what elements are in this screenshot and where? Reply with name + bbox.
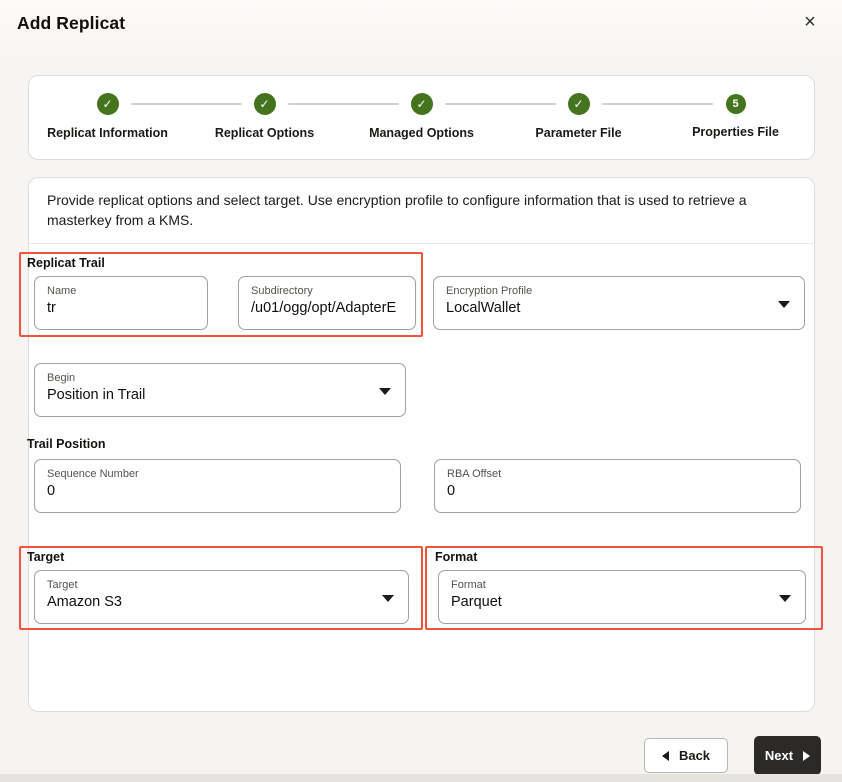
sequence-number-field[interactable]: Sequence Number 0 — [34, 459, 401, 513]
encryption-profile-select[interactable]: Encryption Profile LocalWallet — [433, 276, 805, 330]
field-label: Target — [47, 579, 78, 591]
chevron-down-icon — [382, 595, 394, 602]
field-value: Parquet — [451, 594, 502, 611]
form-panel: Provide replicat options and select targ… — [19, 177, 823, 712]
step-replicat-information[interactable]: ✓ Replicat Information — [29, 93, 186, 140]
step-connector — [287, 103, 399, 105]
field-value: 0 — [47, 483, 56, 500]
section-label-target: Target — [27, 550, 65, 564]
step-label: Properties File — [692, 125, 779, 139]
step-label: Managed Options — [369, 126, 474, 140]
step-connector — [444, 103, 556, 105]
stepper-track: ✓ Replicat Information ✓ Replicat Option… — [29, 76, 814, 159]
chevron-down-icon — [778, 301, 790, 308]
section-label-format: Format — [435, 550, 478, 564]
divider — [29, 243, 814, 244]
back-button[interactable]: Back — [644, 738, 728, 773]
page-title: Add Replicat — [17, 13, 126, 33]
subdirectory-field[interactable]: Subdirectory /u01/ogg/opt/AdapterE — [238, 276, 416, 330]
step-complete-check-icon: ✓ — [96, 93, 119, 115]
step-label: Replicat Options — [214, 126, 315, 140]
field-label: Subdirectory — [251, 285, 313, 297]
field-value: Amazon S3 — [47, 594, 122, 611]
step-replicat-options[interactable]: ✓ Replicat Options — [186, 93, 343, 140]
field-value: Position in Trail — [47, 387, 146, 404]
step-label: Parameter File — [535, 126, 622, 140]
chevron-down-icon — [379, 388, 391, 395]
next-button-label: Next — [764, 748, 794, 763]
field-label: Sequence Number — [47, 468, 139, 480]
close-icon[interactable]: × — [804, 10, 816, 33]
step-complete-check-icon: ✓ — [567, 93, 590, 115]
field-label: Begin — [47, 372, 76, 384]
next-button[interactable]: Next — [754, 736, 821, 775]
name-field[interactable]: Name tr — [34, 276, 208, 330]
field-value: 0 — [447, 483, 456, 500]
step-connector — [601, 103, 713, 105]
rba-offset-field[interactable]: RBA Offset 0 — [434, 459, 801, 513]
field-value: tr — [47, 300, 56, 317]
field-value: LocalWallet — [446, 300, 521, 317]
field-value: /u01/ogg/opt/AdapterE — [251, 300, 397, 317]
target-select[interactable]: Target Amazon S3 — [34, 570, 409, 624]
section-label-replicat-trail: Replicat Trail — [27, 256, 105, 270]
step-label: Replicat Information — [47, 126, 168, 140]
back-button-label: Back — [678, 748, 711, 763]
wizard-stepper: ✓ Replicat Information ✓ Replicat Option… — [28, 75, 815, 160]
back-arrow-icon — [661, 750, 669, 761]
field-label: Format — [451, 579, 486, 591]
field-label: Name — [47, 285, 77, 297]
begin-select[interactable]: Begin Position in Trail — [34, 363, 406, 417]
next-arrow-icon — [803, 750, 811, 761]
step-description: Provide replicat options and select targ… — [47, 192, 747, 229]
step-parameter-file[interactable]: ✓ Parameter File — [500, 93, 657, 140]
step-connector — [130, 103, 242, 105]
step-complete-check-icon: ✓ — [253, 93, 276, 115]
step-properties-file[interactable]: 5 Properties File — [657, 93, 814, 139]
field-label: RBA Offset — [447, 468, 502, 480]
step-complete-check-icon: ✓ — [410, 93, 433, 115]
step-managed-options[interactable]: ✓ Managed Options — [343, 93, 500, 140]
section-label-trail-position: Trail Position — [27, 437, 106, 451]
format-select[interactable]: Format Parquet — [438, 570, 806, 624]
step-current-number: 5 — [725, 94, 746, 114]
bottom-strip — [0, 774, 842, 782]
chevron-down-icon — [779, 595, 791, 602]
field-label: Encryption Profile — [446, 285, 533, 297]
